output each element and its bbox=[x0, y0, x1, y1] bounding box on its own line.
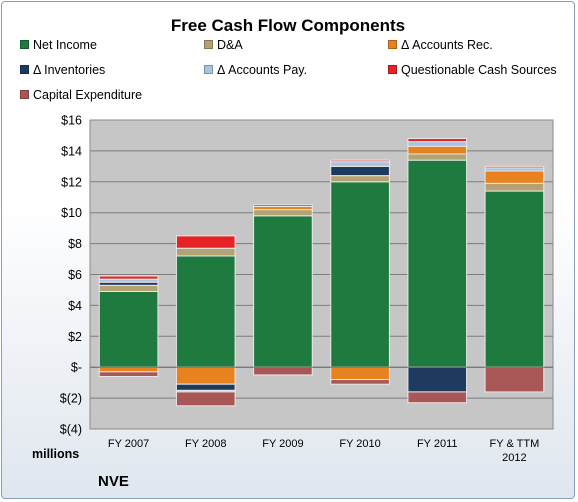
legend-item-net-income: Net Income bbox=[20, 38, 97, 52]
bar-segment-d-a-fy-2008 bbox=[175, 247, 236, 257]
legend-label: D&A bbox=[217, 38, 243, 52]
bar-segment-questionable-cash-sources-fy-2010 bbox=[330, 159, 390, 163]
legend-swatch bbox=[388, 65, 397, 74]
y-tick-label: $6 bbox=[68, 268, 82, 282]
bar-segment-inventories-fy-2011 bbox=[407, 366, 468, 393]
x-tick-label: FY 2007 bbox=[108, 438, 149, 450]
legend-label: Δ Inventories bbox=[33, 63, 106, 77]
bar-segment-questionable-cash-sources-fy-2008 bbox=[175, 235, 236, 249]
legend-item-d-a: D&A bbox=[204, 38, 243, 52]
bar-segment-net-income-fy-2010 bbox=[330, 181, 390, 368]
x-tick-label: FY 2010 bbox=[339, 438, 380, 450]
legend-label: Δ Accounts Rec. bbox=[401, 38, 493, 52]
bar-segment-net-income-fy-2009 bbox=[253, 215, 313, 368]
bar-segment-accounts-pay-fy-2010 bbox=[330, 161, 390, 167]
plot-border bbox=[89, 119, 554, 430]
bar-segment-capital-expenditure-fy-2010 bbox=[330, 379, 390, 385]
legend-label: Δ Accounts Pay. bbox=[217, 63, 308, 77]
y-tick-label: $(4) bbox=[60, 423, 82, 437]
legend-item-capital-expenditure: Capital Expenditure bbox=[20, 88, 142, 102]
bar-segment-accounts-rec-fy-2007 bbox=[98, 366, 159, 373]
bar-segment-questionable-cash-sources-fy-ttm-2012 bbox=[484, 165, 545, 169]
y-tick-label: $14 bbox=[61, 144, 82, 158]
bar-segment-questionable-cash-sources-fy-2007 bbox=[98, 275, 159, 280]
legend-item-accounts-rec: Δ Accounts Rec. bbox=[388, 38, 493, 52]
y-tick-label: $(2) bbox=[60, 392, 82, 406]
legend-swatch bbox=[20, 65, 29, 74]
legend-item-accounts-pay: Δ Accounts Pay. bbox=[204, 63, 307, 77]
x-tick-label: FY 2011 bbox=[417, 438, 458, 450]
y-tick-label: $16 bbox=[61, 114, 82, 128]
legend-item-questionable-cash-sources: Questionable Cash Sources bbox=[388, 63, 557, 77]
chart-title: Free Cash Flow Components bbox=[170, 16, 406, 35]
x-tick-label: FY 2009 bbox=[262, 438, 303, 450]
x-tick-label: FY 2008 bbox=[185, 438, 226, 450]
bar-segment-accounts-rec-fy-ttm-2012 bbox=[484, 170, 545, 184]
legend-swatch bbox=[204, 40, 213, 49]
legend-swatch bbox=[388, 40, 397, 49]
company-label: NVE bbox=[98, 473, 129, 490]
bar-segment-inventories-fy-2008 bbox=[175, 383, 236, 391]
legend-swatch bbox=[204, 65, 213, 74]
legend-label: Capital Expenditure bbox=[33, 88, 143, 102]
bar-segment-accounts-rec-fy-2008 bbox=[175, 366, 236, 385]
legend-swatch bbox=[20, 40, 29, 49]
bar-segment-d-a-fy-2007 bbox=[98, 284, 159, 292]
bar-segment-inventories-fy-2009 bbox=[253, 204, 313, 208]
bar-segment-questionable-cash-sources-fy-2011 bbox=[407, 138, 468, 143]
bar-segment-capital-expenditure-fy-2009 bbox=[253, 366, 313, 376]
y-tick-label: $10 bbox=[61, 206, 82, 220]
y-tick-label: $2 bbox=[68, 330, 82, 344]
bar-segment-d-a-fy-2010 bbox=[330, 175, 390, 183]
y-tick-label: $12 bbox=[61, 175, 82, 189]
y-tick-label: $8 bbox=[68, 237, 82, 251]
bar-segment-inventories-fy-2010 bbox=[330, 165, 390, 177]
bar-segment-d-a-fy-ttm-2012 bbox=[484, 182, 545, 192]
y-tick-label: $- bbox=[71, 361, 82, 375]
bar-segment-net-income-fy-2007 bbox=[98, 290, 159, 368]
bar-segment-capital-expenditure-fy-2011 bbox=[407, 391, 468, 404]
bar-segment-d-a-fy-2011 bbox=[407, 153, 468, 161]
legend-swatch bbox=[20, 90, 29, 99]
bar-segment-net-income-fy-2008 bbox=[175, 255, 236, 368]
legend-label: Questionable Cash Sources bbox=[401, 63, 557, 77]
bar-segment-capital-expenditure-fy-2007 bbox=[98, 371, 159, 377]
bar-segment-capital-expenditure-fy-2008 bbox=[175, 391, 236, 407]
bar-segment-d-a-fy-2009 bbox=[253, 209, 313, 217]
legend-item-inventories: Δ Inventories bbox=[20, 63, 105, 77]
bar-segment-accounts-rec-fy-2010 bbox=[330, 366, 390, 381]
bar-segment-capital-expenditure-fy-ttm-2012 bbox=[484, 366, 545, 393]
x-tick-label: FY & TTM 2012 bbox=[490, 438, 540, 464]
units-label: millions bbox=[32, 447, 80, 461]
bar-segment-net-income-fy-ttm-2012 bbox=[484, 190, 545, 368]
bar-segment-accounts-rec-fy-2011 bbox=[407, 145, 468, 155]
bar-segment-accounts-pay-fy-2011 bbox=[407, 141, 468, 147]
bar-segment-net-income-fy-2011 bbox=[407, 159, 468, 368]
y-tick-label: $4 bbox=[68, 299, 82, 313]
legend-label: Net Income bbox=[33, 38, 97, 52]
